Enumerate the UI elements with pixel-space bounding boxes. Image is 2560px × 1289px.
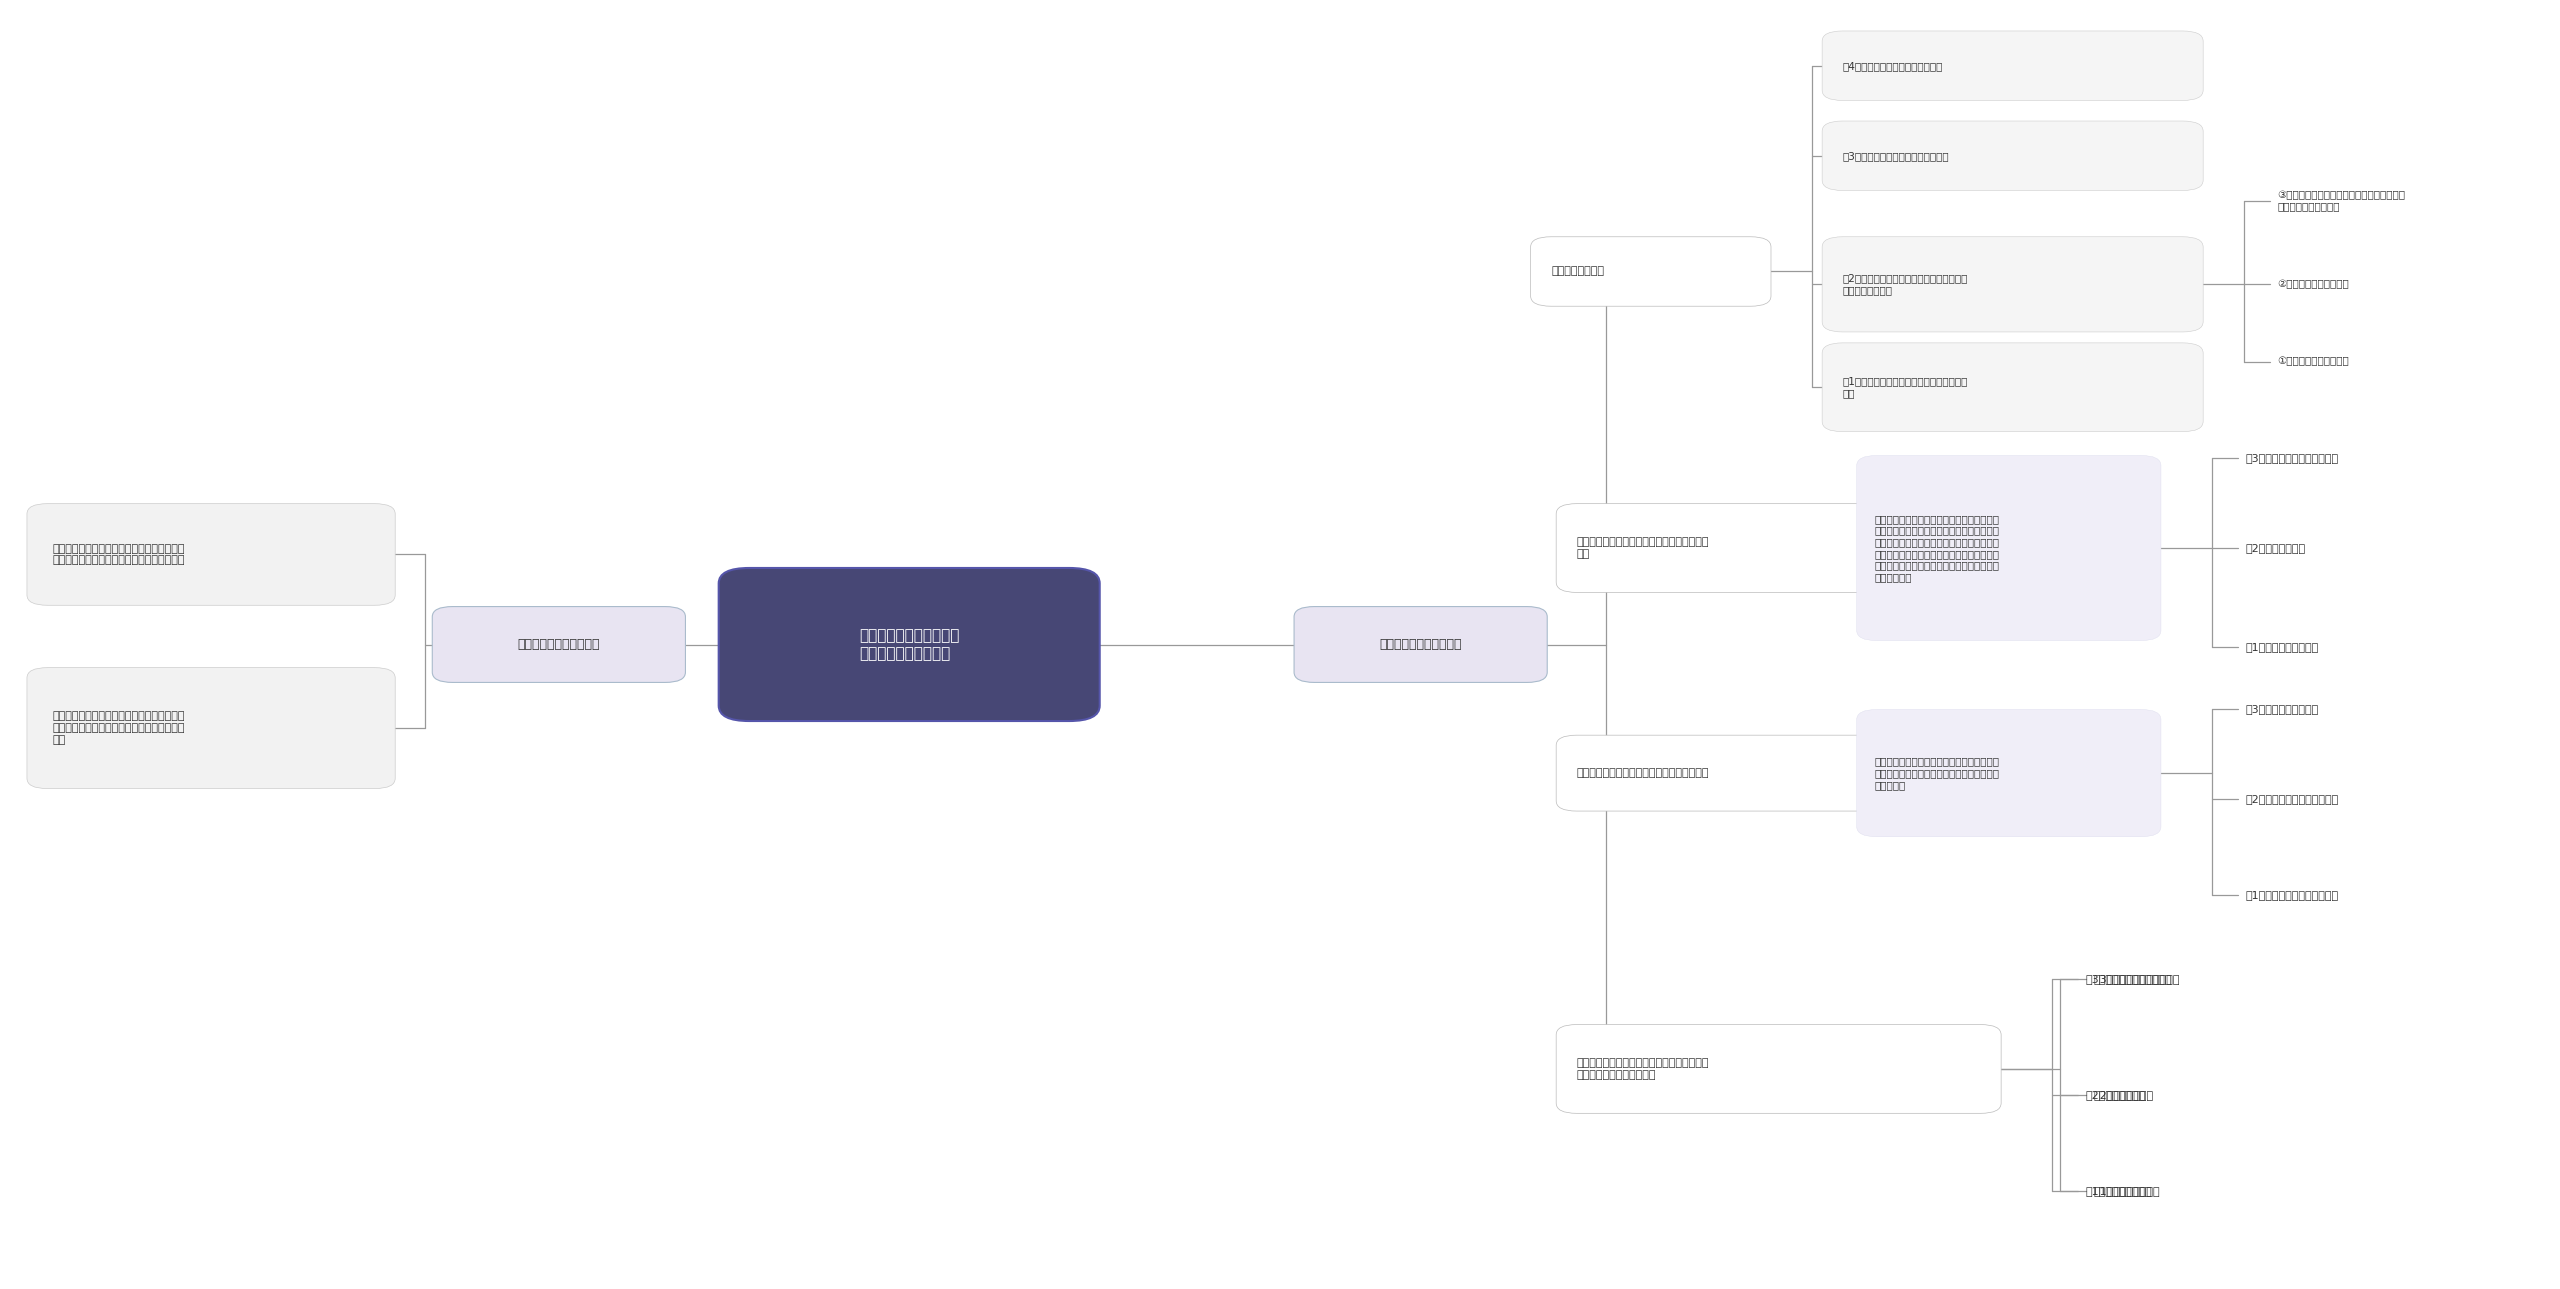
FancyBboxPatch shape (1293, 607, 1546, 682)
Text: 在学校教育中，班级是有组织的开展素质教育
活动的基层单位。其中，班主任是班级的组织
者、教育者和管理者。同时，班主任也应沟通
家长、联系社会的关键人物。家校合作: 在学校教育中，班级是有组织的开展素质教育 活动的基层单位。其中，班主任是班级的组… (1874, 514, 1999, 583)
Text: （一）学科教学是实施素质教育的基本途径，
可以从以下几个方面入手：: （一）学科教学是实施素质教育的基本途径， 可以从以下几个方面入手： (1577, 1058, 1710, 1080)
FancyBboxPatch shape (1823, 31, 2204, 101)
Text: （2）改革教学方法: （2）改革教学方法 (2094, 1089, 2153, 1100)
Text: （2）改革教学方法: （2）改革教学方法 (2086, 1089, 2145, 1100)
FancyBboxPatch shape (1556, 1025, 2002, 1114)
FancyBboxPatch shape (433, 607, 686, 682)
FancyBboxPatch shape (1823, 343, 2204, 432)
Text: （1）深化教育改革，为实施素质教育创造条
件；: （1）深化教育改革，为实施素质教育创造条 件； (1843, 376, 1969, 398)
Text: （3）建立社会实践基地: （3）建立社会实践基地 (2245, 704, 2319, 714)
Text: （二）社会实践是实施素质教育的重要途径，: （二）社会实践是实施素质教育的重要途径， (1577, 768, 1710, 779)
Text: （三）家校合作是实施学校素质教育的有效途
径，: （三）家校合作是实施学校素质教育的有效途 径， (1577, 538, 1710, 559)
Text: 二、实施素质教育的方法: 二、实施素质教育的方法 (517, 638, 599, 651)
FancyBboxPatch shape (1823, 121, 2204, 191)
Text: 小学综合素质考点：实施
素质教育的途径和方法: 小学综合素质考点：实施 素质教育的途径和方法 (860, 628, 960, 661)
FancyBboxPatch shape (28, 668, 394, 789)
Text: （3）重视发展学生个性特长: （3）重视发展学生个性特长 (2086, 974, 2171, 984)
FancyBboxPatch shape (1531, 237, 1772, 307)
Text: （四）其他途径：: （四）其他途径： (1551, 267, 1605, 277)
FancyBboxPatch shape (1556, 735, 2002, 811)
Text: （1）化课程结构体系: （1）化课程结构体系 (2094, 1186, 2161, 1196)
FancyBboxPatch shape (1856, 709, 2161, 837)
Text: （3）建立学校与家长联系制度: （3）建立学校与家长联系制度 (2245, 452, 2337, 463)
Text: ①更新教师的教育观念；: ①更新教师的教育观念； (2278, 357, 2350, 366)
FancyBboxPatch shape (1856, 455, 2161, 641)
FancyBboxPatch shape (1823, 237, 2204, 333)
Text: （1）建学生家长委员会: （1）建学生家长委员会 (2245, 642, 2319, 652)
Text: ③强化教师在职进修制度，进一步提高教师的
待遇，优化学校管理。: ③强化教师在职进修制度，进一步提高教师的 待遇，优化学校管理。 (2278, 189, 2406, 211)
Text: （1）化课程结构体系: （1）化课程结构体系 (2086, 1186, 2153, 1196)
Text: 实施素质教育的具体方法主要有：讨论、讲解
、示范、多媒体运用、实验、参观、观察、练
习。: 实施素质教育的具体方法主要有：讨论、讲解 、示范、多媒体运用、实验、参观、观察、… (54, 712, 184, 745)
Text: （2）优化结构，建设全面推进素质教育的高
素质的教师队伍；: （2）优化结构，建设全面推进素质教育的高 素质的教师队伍； (1843, 273, 1969, 295)
FancyBboxPatch shape (719, 568, 1101, 721)
Text: （1）领学生参加社会服务活动: （1）领学生参加社会服务活动 (2245, 891, 2337, 900)
Text: （4）调动学生的主动性和积极性。: （4）调动学生的主动性和积极性。 (1843, 61, 1943, 71)
Text: （3）重视发展学生个性特长: （3）重视发展学生个性特长 (2094, 974, 2179, 984)
Text: （2）举办家长学校: （2）举办家长学校 (2245, 543, 2307, 553)
Text: 除学校的正式课程是实施素质教育的途径外，
还有各种课外校外教育活动，可以从以下几个
方面入手：: 除学校的正式课程是实施素质教育的途径外， 还有各种课外校外教育活动，可以从以下几… (1874, 757, 1999, 790)
Text: 树图网通过整理发现，素质教育的途径和方法
考点应该在仔细阅读题目后，结合题目作答。: 树图网通过整理发现，素质教育的途径和方法 考点应该在仔细阅读题目后，结合题目作答… (54, 544, 184, 566)
Text: （3）教学内容要与生活实际相结合；: （3）教学内容要与生活实际相结合； (1843, 151, 1948, 161)
FancyBboxPatch shape (1556, 504, 2002, 593)
Text: 一、实施素质教育的途径: 一、实施素质教育的途径 (1380, 638, 1462, 651)
Text: ②提高教师的师德素养；: ②提高教师的师德素养； (2278, 280, 2350, 289)
FancyBboxPatch shape (28, 504, 394, 606)
Text: （2）带领学生让那个考察社会: （2）带领学生让那个考察社会 (2245, 794, 2340, 804)
